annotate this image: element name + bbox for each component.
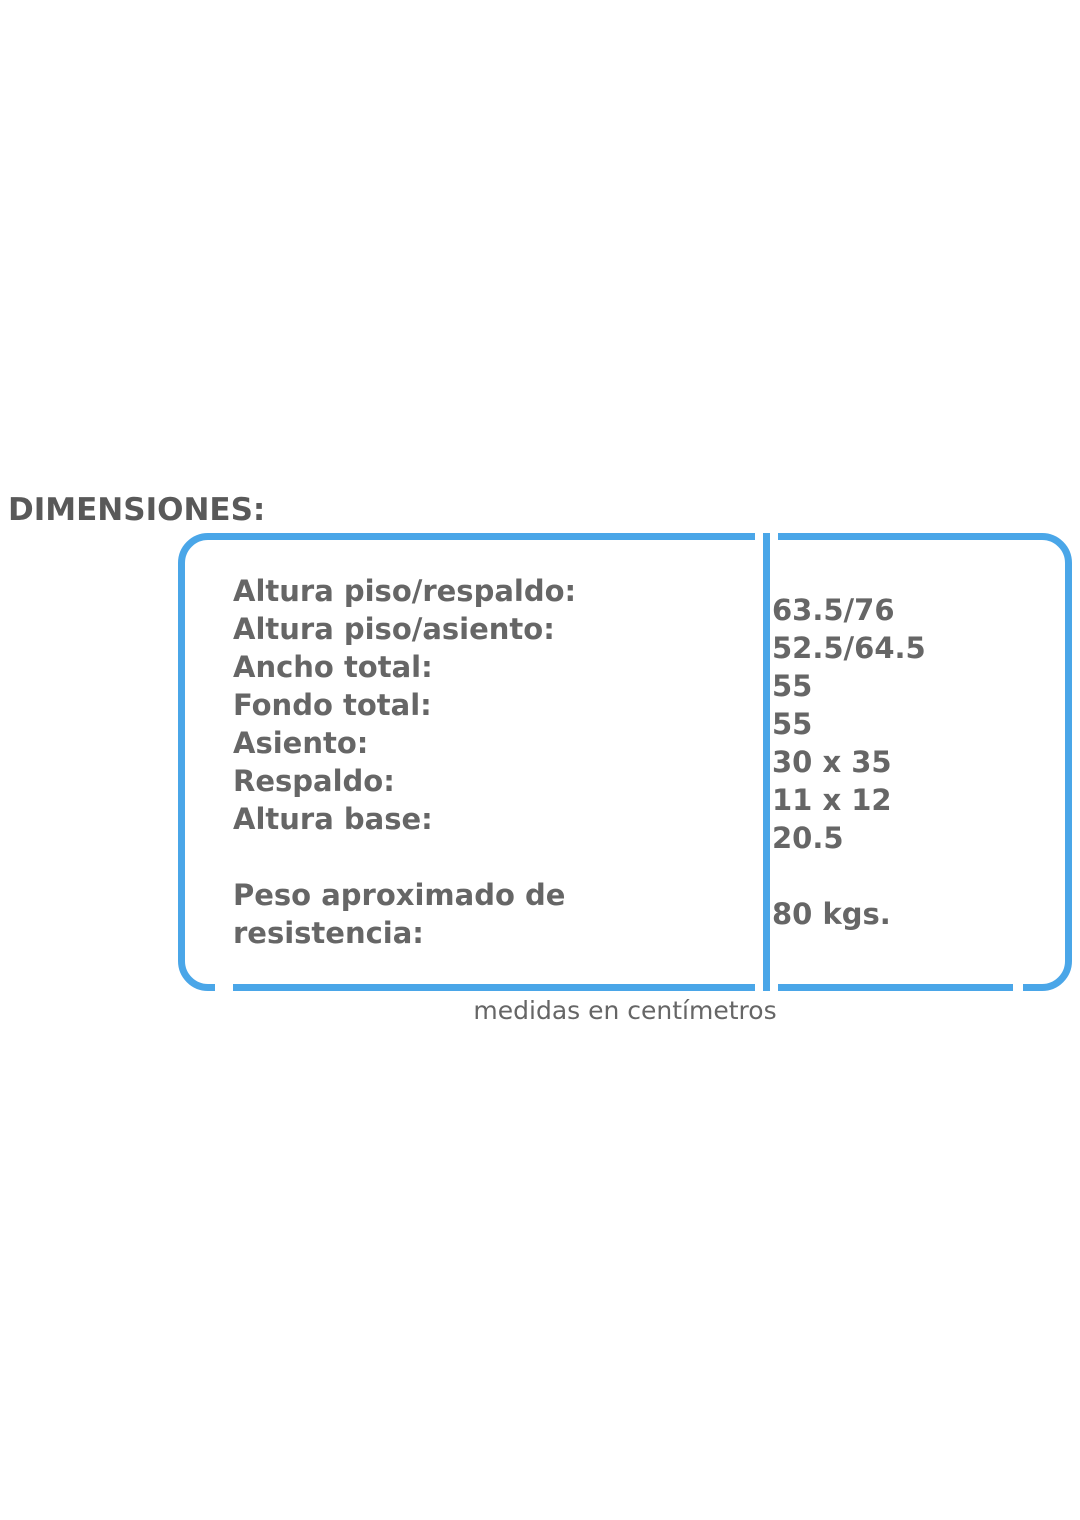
dimension-label: Altura piso/asiento: (233, 612, 555, 646)
dimension-label: Altura piso/respaldo: (233, 574, 577, 608)
border-gap-bottom-left (215, 984, 233, 991)
dimensions-panel: Altura piso/respaldo: Altura piso/asient… (178, 533, 1072, 991)
dimension-value: 20.5 (772, 821, 844, 855)
table-columns: Altura piso/respaldo: Altura piso/asient… (185, 540, 1065, 984)
dimension-value: 52.5/64.5 (772, 631, 926, 665)
dimension-value: 55 (772, 707, 813, 741)
values-block: 63.5/76 52.5/64.5 55 55 30 x 35 11 x 12 … (772, 591, 926, 933)
values-column: 63.5/76 52.5/64.5 55 55 30 x 35 11 x 12 … (763, 540, 1065, 984)
column-divider (763, 533, 770, 991)
dimension-value: 55 (772, 669, 813, 703)
labels-block: Altura piso/respaldo: Altura piso/asient… (233, 572, 576, 952)
dimension-value: 63.5/76 (772, 593, 895, 627)
spacer-line (233, 838, 576, 876)
page-title: DIMENSIONES: (8, 492, 266, 528)
dimension-label: Fondo total: (233, 688, 432, 722)
dimension-value: 30 x 35 (772, 745, 892, 779)
dimension-value: 11 x 12 (772, 783, 892, 817)
spacer-line (772, 857, 926, 895)
dimension-label: Altura base: (233, 802, 433, 836)
dimension-label: Respaldo: (233, 764, 395, 798)
dimension-label: Ancho total: (233, 650, 433, 684)
dimension-label: Asiento: (233, 726, 369, 760)
panel-border (178, 533, 1072, 991)
labels-column: Altura piso/respaldo: Altura piso/asient… (185, 540, 763, 984)
dimension-label: resistencia: (233, 916, 424, 950)
dimension-value: 80 kgs. (772, 897, 891, 931)
dimension-label: Peso aproximado de (233, 878, 566, 912)
table-caption: medidas en centímetros (473, 996, 777, 1025)
border-gap-bottom-right (1013, 984, 1023, 991)
